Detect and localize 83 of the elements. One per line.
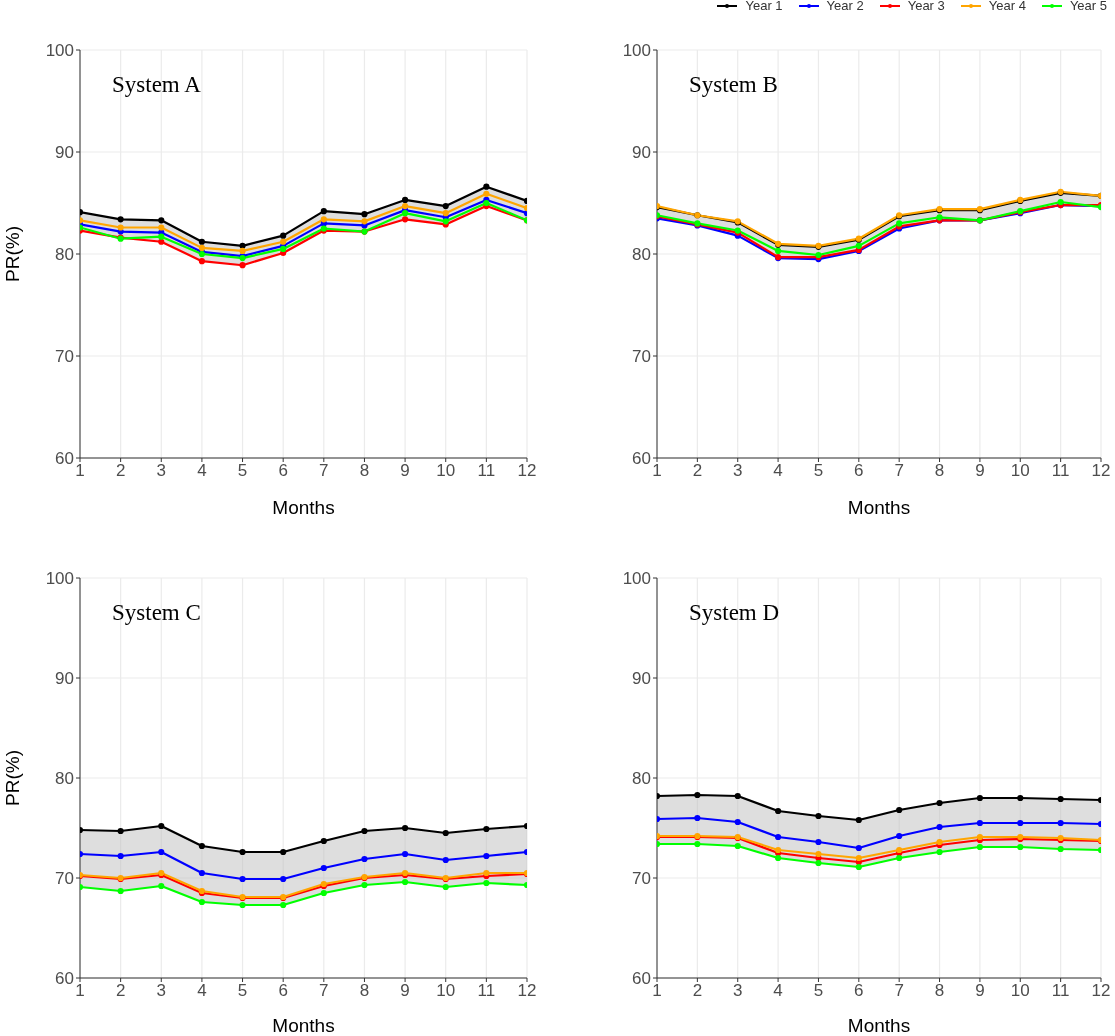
x-tick-label: 4 bbox=[197, 981, 207, 1001]
y-tick-label: 80 bbox=[632, 245, 651, 265]
x-tick-label: 5 bbox=[813, 461, 824, 481]
x-tick-label: 2 bbox=[115, 981, 126, 1001]
y-axis-title: PR(%) bbox=[1, 226, 23, 282]
x-tick-label: 7 bbox=[894, 981, 904, 1001]
x-tick-label: 1 bbox=[652, 981, 662, 1001]
y-tick-label: 70 bbox=[55, 347, 74, 367]
y-tick-label: 100 bbox=[622, 569, 651, 589]
x-tick-label: 1 bbox=[75, 981, 85, 1001]
x-tick-label: 8 bbox=[934, 461, 945, 481]
x-tick-label: 11 bbox=[1051, 461, 1070, 481]
x-tick-label: 3 bbox=[732, 981, 743, 1001]
x-tick-label: 11 bbox=[1051, 981, 1070, 1001]
y-tick-label: 60 bbox=[55, 969, 74, 989]
x-tick-label: 10 bbox=[1010, 981, 1030, 1001]
x-tick-label: 9 bbox=[975, 461, 985, 481]
legend-label: Year 3 bbox=[907, 0, 945, 13]
y-tick-label: 100 bbox=[45, 41, 74, 61]
legend-label: Year 2 bbox=[826, 0, 864, 13]
legend-label: Year 5 bbox=[1069, 0, 1107, 13]
x-axis-title: Months bbox=[272, 1015, 335, 1036]
x-tick-label: 11 bbox=[477, 981, 496, 1001]
x-tick-label: 3 bbox=[156, 981, 167, 1001]
x-tick-label: 5 bbox=[237, 461, 248, 481]
x-tick-label: 5 bbox=[237, 981, 248, 1001]
x-tick-label: 12 bbox=[517, 461, 537, 481]
x-tick-label: 4 bbox=[773, 461, 783, 481]
x-tick-label: 7 bbox=[319, 981, 329, 1001]
y-tick-label: 80 bbox=[55, 245, 74, 265]
x-tick-label: 9 bbox=[400, 981, 410, 1001]
x-tick-label: 10 bbox=[1010, 461, 1030, 481]
x-tick-label: 6 bbox=[278, 461, 288, 481]
y-tick-label: 90 bbox=[55, 669, 74, 689]
x-axis-title: Months bbox=[847, 1015, 911, 1036]
y-tick-label: 90 bbox=[55, 143, 74, 163]
x-tick-label: 5 bbox=[813, 981, 824, 1001]
y-tick-label: 90 bbox=[632, 143, 651, 163]
x-tick-label: 6 bbox=[278, 981, 288, 1001]
y-tick-label: 90 bbox=[632, 669, 651, 689]
y-tick-label: 60 bbox=[632, 969, 651, 989]
x-tick-label: 3 bbox=[732, 461, 743, 481]
y-tick-label: 100 bbox=[622, 41, 651, 61]
x-tick-label: 7 bbox=[894, 461, 904, 481]
x-tick-label: 4 bbox=[773, 981, 783, 1001]
x-tick-label: 12 bbox=[517, 981, 537, 1001]
x-tick-label: 10 bbox=[436, 461, 456, 481]
x-tick-label: 12 bbox=[1091, 461, 1111, 481]
y-tick-label: 60 bbox=[55, 449, 74, 469]
x-tick-label: 1 bbox=[75, 461, 85, 481]
x-tick-label: 2 bbox=[115, 461, 126, 481]
y-tick-label: 70 bbox=[632, 869, 651, 889]
legend-label: Year 4 bbox=[988, 0, 1026, 13]
x-tick-label: 7 bbox=[319, 461, 329, 481]
x-tick-label: 8 bbox=[359, 461, 370, 481]
x-tick-label: 8 bbox=[934, 981, 945, 1001]
x-tick-label: 1 bbox=[652, 461, 662, 481]
x-tick-label: 9 bbox=[975, 981, 985, 1001]
text: System B bbox=[689, 72, 778, 98]
x-tick-label: 2 bbox=[692, 981, 703, 1001]
x-tick-label: 6 bbox=[854, 461, 864, 481]
x-tick-label: 2 bbox=[692, 461, 703, 481]
y-tick-label: 80 bbox=[55, 769, 74, 789]
text: System A bbox=[112, 72, 201, 98]
text: System D bbox=[689, 600, 780, 626]
x-tick-label: 10 bbox=[436, 981, 456, 1001]
x-axis-title: Months bbox=[272, 497, 335, 518]
x-axis-title: Months bbox=[847, 497, 911, 518]
y-tick-label: 70 bbox=[632, 347, 651, 367]
x-tick-label: 8 bbox=[359, 981, 370, 1001]
text: System C bbox=[112, 600, 201, 626]
y-tick-label: 80 bbox=[632, 769, 651, 789]
x-tick-label: 11 bbox=[477, 461, 496, 481]
x-tick-label: 3 bbox=[156, 461, 167, 481]
x-tick-label: 12 bbox=[1091, 981, 1111, 1001]
y-tick-label: 60 bbox=[632, 449, 651, 469]
y-tick-label: 70 bbox=[55, 869, 74, 889]
x-tick-label: 6 bbox=[854, 981, 864, 1001]
y-tick-label: 100 bbox=[45, 569, 74, 589]
x-tick-label: 9 bbox=[400, 461, 410, 481]
y-axis-title: PR(%) bbox=[1, 750, 23, 806]
x-tick-label: 4 bbox=[197, 461, 207, 481]
legend-label: Year 1 bbox=[745, 0, 783, 13]
